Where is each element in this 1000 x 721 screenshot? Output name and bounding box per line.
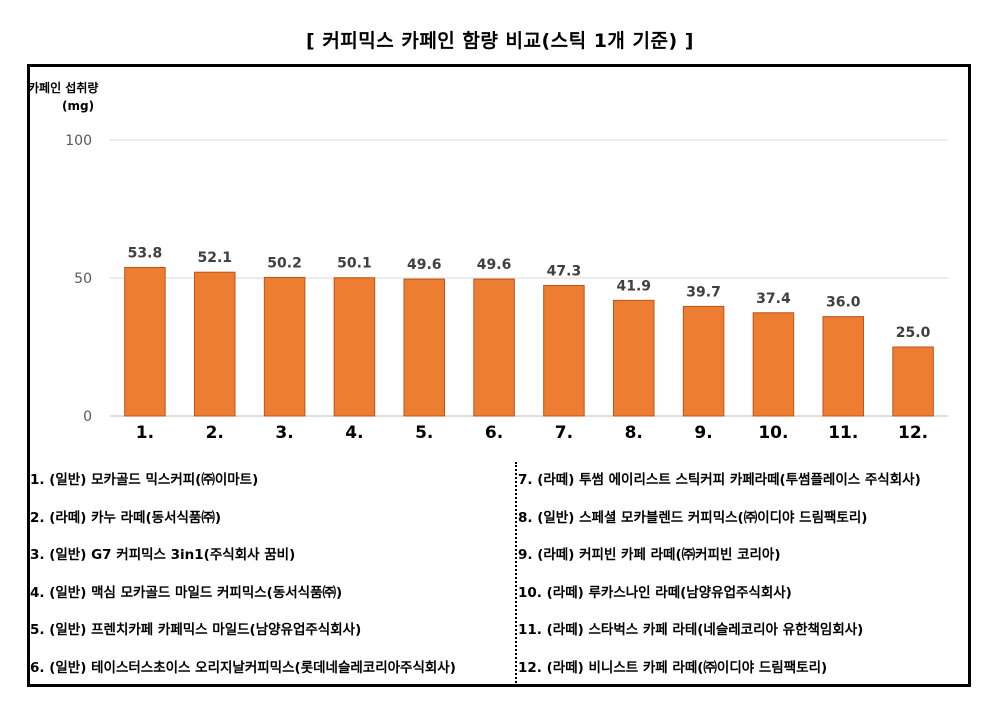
legend-item-5: 5. (일반) 프렌치카페 카페믹스 마일드(남양유업주식회사) — [30, 622, 362, 639]
legend-item-9: 9. (라떼) 커피빈 카페 라떼(㈜커피빈 코리아) — [518, 547, 781, 564]
bar-5 — [403, 278, 446, 417]
bar-10 — [752, 312, 795, 417]
bar-7 — [543, 284, 585, 417]
y-tick-label-0: 0 — [83, 409, 92, 425]
category-label-7: 7. — [555, 423, 573, 443]
legend-item-1: 1. (일반) 모카골드 믹스커피(㈜이마트) — [30, 472, 259, 488]
value-label-7: 47.3 — [547, 263, 582, 279]
value-label-5: 49.6 — [407, 257, 442, 273]
value-label-9: 39.7 — [686, 284, 721, 300]
legend-item-3: 3. (일반) G7 커피믹스 3in1(주식회사 꿈비) — [30, 547, 296, 564]
bar-12 — [892, 346, 934, 417]
legend-item-7: 7. (라떼) 투썸 에이리스트 스틱커피 카페라떼(투썸플레이스 주식회사) — [518, 472, 921, 488]
bar-3 — [263, 276, 306, 417]
bar-4 — [333, 277, 376, 417]
legend-item-4: 4. (일반) 맥심 모카골드 마일드 커피믹스(동서식품㈜) — [30, 584, 343, 601]
bar-8 — [612, 299, 655, 417]
y-axis-title: 카페인 섭취량 — [28, 81, 99, 95]
legend-item-12: 12. (라떼) 비니스트 카페 라떼(㈜이디야 드림팩토리) — [518, 659, 828, 676]
legend-item-6: 6. (일반) 테이스터스초이스 오리지날커피믹스(롯데네슬레코리아주식회사) — [30, 659, 456, 676]
category-label-12: 12. — [898, 423, 928, 443]
legend-left-column: 1. (일반) 모카골드 믹스커피(㈜이마트) 2. (라떼) 카누 라떼(동서… — [30, 462, 514, 688]
legend-divider — [515, 462, 517, 687]
legend-right-column: 7. (라떼) 투썸 에이리스트 스틱커피 카페라떼(투썸플레이스 주식회사) … — [518, 462, 968, 688]
bar-11 — [822, 316, 865, 417]
bar-6 — [473, 278, 515, 417]
value-label-11: 36.0 — [826, 295, 861, 311]
bar-2 — [193, 271, 236, 417]
value-label-8: 41.9 — [616, 278, 651, 294]
value-label-2: 52.1 — [197, 250, 232, 266]
category-label-3: 3. — [275, 423, 293, 443]
chart-title: [ 커피믹스 카페인 함량 비교(스틱 1개 기준) ] — [306, 30, 694, 52]
bar-chart: 0 50 100 53.8 1. 52.1 2. 50.2 3. 50.1 4. 49.6 5. 49.6… — [65, 133, 948, 443]
legend-item-8: 8. (일반) 스페셜 모카블렌드 커피믹스(㈜이디야 드림팩토리) — [518, 509, 868, 526]
value-label-1: 53.8 — [128, 246, 163, 262]
y-tick-label-50: 50 — [74, 271, 92, 287]
legend-item-11: 11. (라떼) 스타벅스 카페 라테(네슬레코리아 유한책임회사) — [518, 622, 864, 639]
y-axis-unit: (mg) — [62, 99, 95, 113]
category-label-11: 11. — [828, 423, 858, 443]
y-tick-label-100: 100 — [65, 133, 92, 149]
value-label-6: 49.6 — [477, 257, 512, 273]
legend-item-10: 10. (라떼) 루카스나인 라떼(남양유업주식회사) — [518, 584, 792, 601]
bar-1 — [124, 267, 166, 417]
value-label-4: 50.1 — [337, 256, 372, 272]
category-label-6: 6. — [485, 423, 503, 443]
value-label-3: 50.2 — [267, 255, 302, 271]
category-label-10: 10. — [758, 423, 788, 443]
category-label-1: 1. — [136, 423, 154, 443]
value-label-10: 37.4 — [756, 291, 791, 307]
value-label-12: 25.0 — [896, 325, 931, 341]
category-label-2: 2. — [206, 423, 224, 443]
bar-9 — [682, 305, 725, 417]
y-axis-label: 카페인 섭취량 (mg) — [28, 79, 98, 115]
legend-item-2: 2. (라떼) 카누 라떼(동서식품㈜) — [30, 509, 222, 526]
category-label-4: 4. — [345, 423, 363, 443]
category-label-5: 5. — [415, 423, 433, 443]
category-label-9: 9. — [694, 423, 712, 443]
chart-frame — [27, 64, 971, 687]
category-label-8: 8. — [625, 423, 643, 443]
